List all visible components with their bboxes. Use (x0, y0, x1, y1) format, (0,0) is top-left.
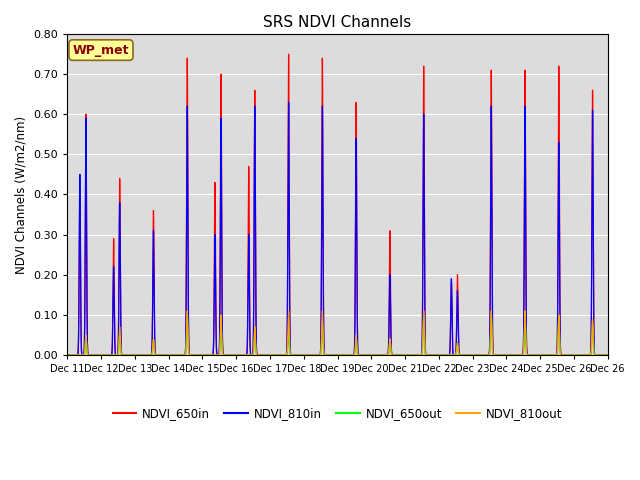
NDVI_810in (88, 352, 96, 358)
NDVI_810in (419, 166, 427, 172)
NDVI_810in (504, 352, 512, 358)
Text: WP_met: WP_met (73, 44, 129, 57)
NDVI_810out (88, 352, 96, 358)
NDVI_650out (419, 323, 427, 328)
NDVI_650out (504, 352, 512, 358)
NDVI_650out (555, 312, 563, 318)
NDVI_650in (604, 352, 612, 358)
NDVI_650out (604, 352, 612, 358)
NDVI_650in (63, 352, 71, 358)
NDVI_650in (470, 352, 478, 358)
NDVI_810out (63, 352, 71, 358)
NDVI_810out (141, 352, 149, 358)
NDVI_810in (285, 99, 292, 105)
NDVI_810out (604, 352, 612, 358)
NDVI_650out (176, 352, 184, 358)
NDVI_650in (88, 352, 96, 358)
NDVI_650in (185, 349, 193, 355)
NDVI_810out (176, 352, 184, 358)
NDVI_810out (185, 352, 193, 358)
NDVI_810in (470, 352, 478, 358)
NDVI_650in (141, 352, 149, 358)
Line: NDVI_650in: NDVI_650in (67, 54, 608, 355)
NDVI_810in (141, 352, 149, 358)
NDVI_650out (63, 352, 71, 358)
NDVI_650out (185, 352, 193, 358)
Y-axis label: NDVI Channels (W/m2/nm): NDVI Channels (W/m2/nm) (15, 115, 28, 274)
NDVI_810out (419, 320, 427, 325)
NDVI_810in (63, 352, 71, 358)
Legend: NDVI_650in, NDVI_810in, NDVI_650out, NDVI_810out: NDVI_650in, NDVI_810in, NDVI_650out, NDV… (108, 403, 567, 425)
NDVI_650in (419, 129, 427, 134)
NDVI_810out (504, 352, 512, 358)
NDVI_810in (176, 352, 184, 358)
Line: NDVI_810in: NDVI_810in (67, 102, 608, 355)
NDVI_810out (521, 308, 529, 314)
Line: NDVI_810out: NDVI_810out (67, 311, 608, 355)
Title: SRS NDVI Channels: SRS NDVI Channels (264, 15, 412, 30)
NDVI_650out (88, 352, 96, 358)
NDVI_810in (185, 350, 193, 356)
NDVI_650out (141, 352, 149, 358)
NDVI_650in (285, 51, 292, 57)
NDVI_650in (176, 352, 184, 358)
Line: NDVI_650out: NDVI_650out (67, 315, 608, 355)
NDVI_810in (604, 352, 612, 358)
NDVI_650in (504, 352, 512, 358)
